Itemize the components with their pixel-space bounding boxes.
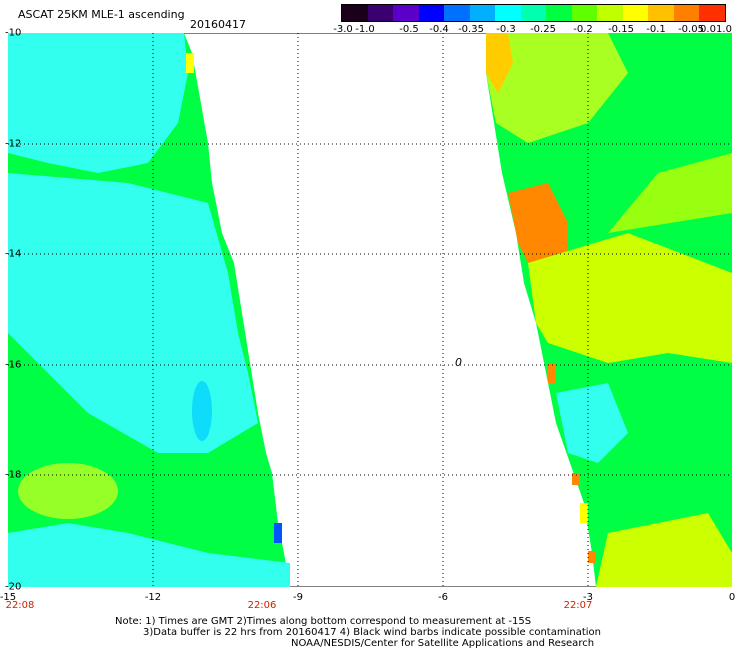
time-label-mid: 22:06 [247, 600, 277, 611]
map-marker: 0 [455, 356, 462, 369]
colorbar-label: -0.5 [399, 24, 419, 35]
colorbar-label: -0.2 [573, 24, 593, 35]
right-swath-orange-corner [486, 33, 513, 93]
time-label-left: 22:08 [5, 600, 35, 611]
map-title: ASCAT 25KM MLE-1 ascending [18, 8, 185, 21]
y-axis-label: -18 [5, 469, 22, 481]
left-swath-cyan-south [8, 523, 290, 587]
x-axis-label: 0 [728, 592, 736, 603]
y-axis-label: -20 [5, 581, 22, 593]
right-swath-orange-pixel-3 [588, 551, 596, 563]
note-line-3: NOAA/NESDIS/Center for Satellite Applica… [291, 638, 595, 649]
colorbar-segment [393, 5, 419, 21]
x-axis-label: -15 [0, 592, 17, 603]
right-swath-yellow-central [528, 233, 732, 363]
colorbar-label: -3.0 [333, 24, 353, 35]
right-swath-orange-pixel-2 [572, 473, 580, 485]
x-axis-label: -12 [144, 592, 162, 603]
left-swath-blue-pixel [274, 523, 282, 543]
colorbar-segment [699, 5, 725, 21]
colorbar-segment [571, 5, 598, 21]
map-date: 20160417 [190, 18, 246, 31]
colorbar-label: -1.0 [355, 24, 375, 35]
colorbar-label: -0.05 [678, 24, 704, 35]
colorbar-label: 0.0 [700, 24, 716, 35]
y-axis-label: -10 [5, 27, 22, 39]
colorbar-segment [546, 5, 572, 21]
colorbar-segment [622, 5, 649, 21]
colorbar-segment [469, 5, 496, 21]
note-line-2: 3)Data buffer is 22 hrs from 20160417 4)… [143, 627, 601, 638]
colorbar-label: -0.1 [646, 24, 666, 35]
right-swath-orange-pixel-1 [548, 363, 556, 383]
right-swath-cyan-patch [556, 383, 628, 463]
colorbar-segment [495, 5, 521, 21]
swath-map: 0 [8, 33, 732, 587]
colorbar-label: -0.35 [458, 24, 484, 35]
colorbar-segment [673, 5, 700, 21]
y-axis-label: -14 [5, 248, 22, 260]
right-swath-orange-patch [508, 183, 568, 263]
x-axis-label: -6 [438, 592, 448, 603]
colorbar-segment [648, 5, 674, 21]
left-swath-blue-patch [192, 381, 212, 441]
colorbar-segment [367, 5, 394, 21]
left-swath-cyan-central [8, 173, 258, 453]
colorbar-label: 1.0 [716, 24, 732, 35]
colorbar-segment [597, 5, 623, 21]
colorbar-segment [444, 5, 470, 21]
colorbar-labels: -3.0 -1.0 -0.5 -0.4 -0.35 -0.3 -0.25 -0.2 -0.15 -… [331, 24, 732, 36]
colorbar [341, 4, 726, 22]
colorbar-label: -0.15 [608, 24, 634, 35]
note-line-1: Note: 1) Times are GMT 2)Times along bot… [115, 616, 532, 627]
right-swath-yellow-south [596, 513, 732, 587]
colorbar-label: -0.3 [496, 24, 516, 35]
right-swath-green-yellow [608, 153, 732, 233]
y-axis-label: -12 [5, 138, 22, 150]
colorbar-segment [520, 5, 547, 21]
colorbar-segment [342, 5, 368, 21]
x-axis-label: -3 [583, 592, 593, 603]
right-swath-yellow-north [486, 33, 628, 143]
y-axis-label: -16 [5, 359, 22, 371]
colorbar-label: -0.25 [530, 24, 556, 35]
colorbar-segment [418, 5, 445, 21]
left-swath-yellow-patch [18, 463, 118, 519]
x-axis-label: -9 [293, 592, 303, 603]
time-label-right: 22:07 [563, 600, 593, 611]
right-swath-yellow-pixel [580, 503, 588, 523]
left-swath-yellow-edge [186, 53, 194, 73]
left-swath-cyan-north [8, 33, 188, 173]
colorbar-label: -0.4 [429, 24, 449, 35]
